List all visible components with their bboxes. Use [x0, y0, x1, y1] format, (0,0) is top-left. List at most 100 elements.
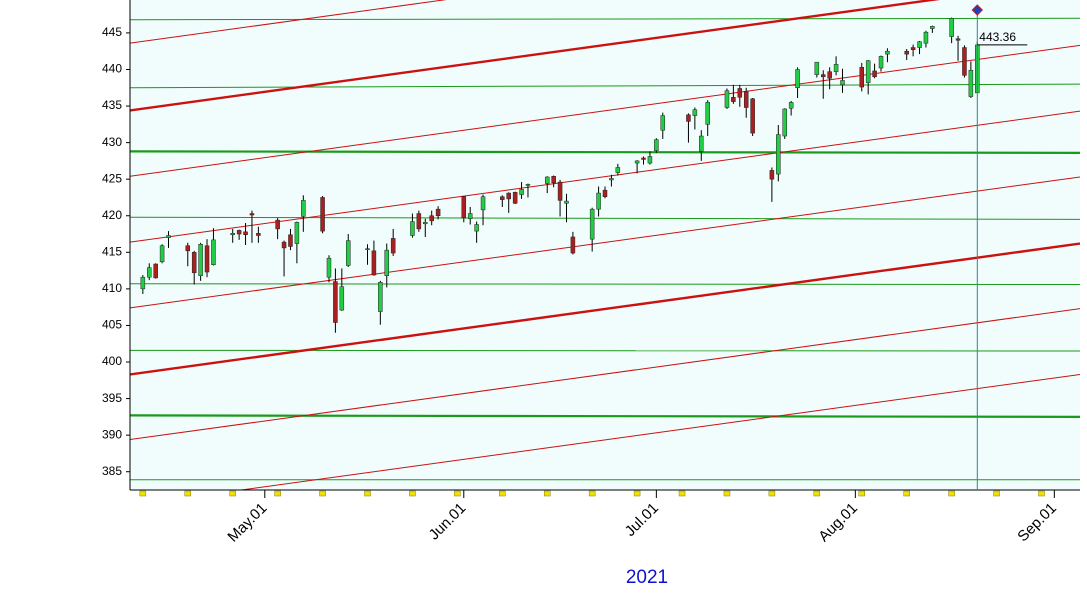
- candle-body: [795, 69, 800, 89]
- candle-body: [474, 224, 479, 232]
- candle-body: [955, 38, 961, 41]
- candle-body: [615, 167, 621, 173]
- last-price-label: 443.36: [979, 30, 1016, 44]
- candle-body: [641, 157, 646, 160]
- week-marker: [499, 490, 506, 497]
- y-tick-label: 410: [102, 281, 122, 295]
- trend-lines: [130, 0, 1080, 490]
- trend-line: [130, 150, 1080, 154]
- candle-body: [166, 235, 171, 238]
- candle-body: [904, 50, 909, 55]
- candle-body: [885, 50, 890, 55]
- candle-body: [153, 263, 158, 279]
- candle-body: [147, 267, 152, 278]
- trend-line: [130, 0, 941, 112]
- candle-body: [910, 47, 916, 50]
- candle-body: [236, 230, 242, 235]
- candle-body: [596, 192, 601, 210]
- candle-body: [410, 221, 415, 236]
- candle-body: [923, 31, 929, 44]
- candle-body: [243, 231, 248, 236]
- candle-body: [660, 115, 666, 131]
- week-marker: [139, 490, 147, 497]
- candle-body: [705, 102, 710, 125]
- y-tick-label: 390: [102, 427, 122, 441]
- candle-body: [949, 18, 954, 37]
- y-tick-label: 420: [102, 208, 122, 222]
- candle-body: [551, 176, 556, 184]
- candle-body: [275, 219, 280, 230]
- candle-body: [872, 70, 877, 78]
- trend-line: [130, 176, 1080, 309]
- candle-body: [731, 97, 736, 102]
- trend-line: [130, 17, 1080, 21]
- candle-body: [140, 276, 146, 290]
- week-marker: [858, 490, 866, 497]
- candles: [140, 17, 980, 333]
- candle-body: [782, 108, 787, 137]
- candle-body: [686, 114, 691, 122]
- y-tick-label: 415: [102, 244, 122, 258]
- candle-body: [878, 56, 884, 69]
- candle-body: [544, 176, 550, 184]
- candle-body: [198, 244, 203, 276]
- candle-body: [865, 60, 871, 83]
- candle-body: [281, 241, 287, 249]
- candle-body: [249, 213, 255, 216]
- y-tick-label: 395: [102, 391, 122, 405]
- week-marker: [274, 490, 281, 497]
- week-marker: [723, 490, 731, 497]
- candle-body: [500, 196, 505, 200]
- candle-body: [480, 196, 486, 211]
- x-tick-label: Jul.01: [622, 500, 662, 540]
- trend-line: [130, 349, 1080, 352]
- week-marker: [409, 490, 416, 497]
- trend-line: [130, 44, 1080, 177]
- candle-body: [962, 47, 967, 76]
- candle-body: [557, 181, 563, 201]
- week-marker: [903, 490, 910, 497]
- candle-body: [776, 134, 781, 175]
- candle-body: [294, 222, 300, 244]
- trend-line: [130, 110, 1080, 243]
- y-tick-label: 435: [102, 98, 122, 112]
- trend-line: [130, 242, 1080, 376]
- week-marker: [588, 490, 596, 497]
- trend-line: [130, 216, 1080, 220]
- week-marker: [813, 490, 821, 497]
- y-tick-label: 440: [102, 62, 122, 76]
- candle-body: [288, 234, 293, 247]
- candle-body: [654, 139, 659, 151]
- candle-body: [814, 61, 820, 75]
- candle-body: [371, 250, 377, 276]
- year-label: 2021: [626, 567, 668, 588]
- x-tick-label: May.01: [224, 500, 270, 546]
- cursor-diamond: [971, 4, 984, 16]
- candle-body: [435, 208, 441, 216]
- candle-body: [859, 67, 865, 88]
- candle-body: [589, 208, 595, 240]
- week-marker: [993, 490, 1000, 497]
- trend-line: [130, 414, 1080, 418]
- candle-body: [204, 245, 210, 273]
- candle-body: [467, 213, 473, 219]
- candle-body: [320, 197, 325, 232]
- week-marker: [184, 490, 192, 497]
- x-tick-label: Jun.01: [426, 500, 470, 544]
- candle-body: [788, 102, 794, 109]
- candle-body: [461, 196, 467, 219]
- candle-body: [917, 41, 922, 48]
- candle-body: [345, 240, 351, 266]
- x-tick-label: Aug.01: [815, 500, 861, 546]
- candle-body: [609, 178, 614, 181]
- candle-body: [833, 64, 839, 72]
- candle-body: [191, 252, 197, 274]
- week-marker: [768, 490, 776, 497]
- week-marker: [1038, 490, 1045, 497]
- candle-body: [820, 74, 826, 78]
- y-tick-label: 425: [102, 171, 122, 185]
- candle-body: [230, 233, 235, 236]
- candle-body: [423, 222, 428, 225]
- candle-body: [339, 286, 345, 311]
